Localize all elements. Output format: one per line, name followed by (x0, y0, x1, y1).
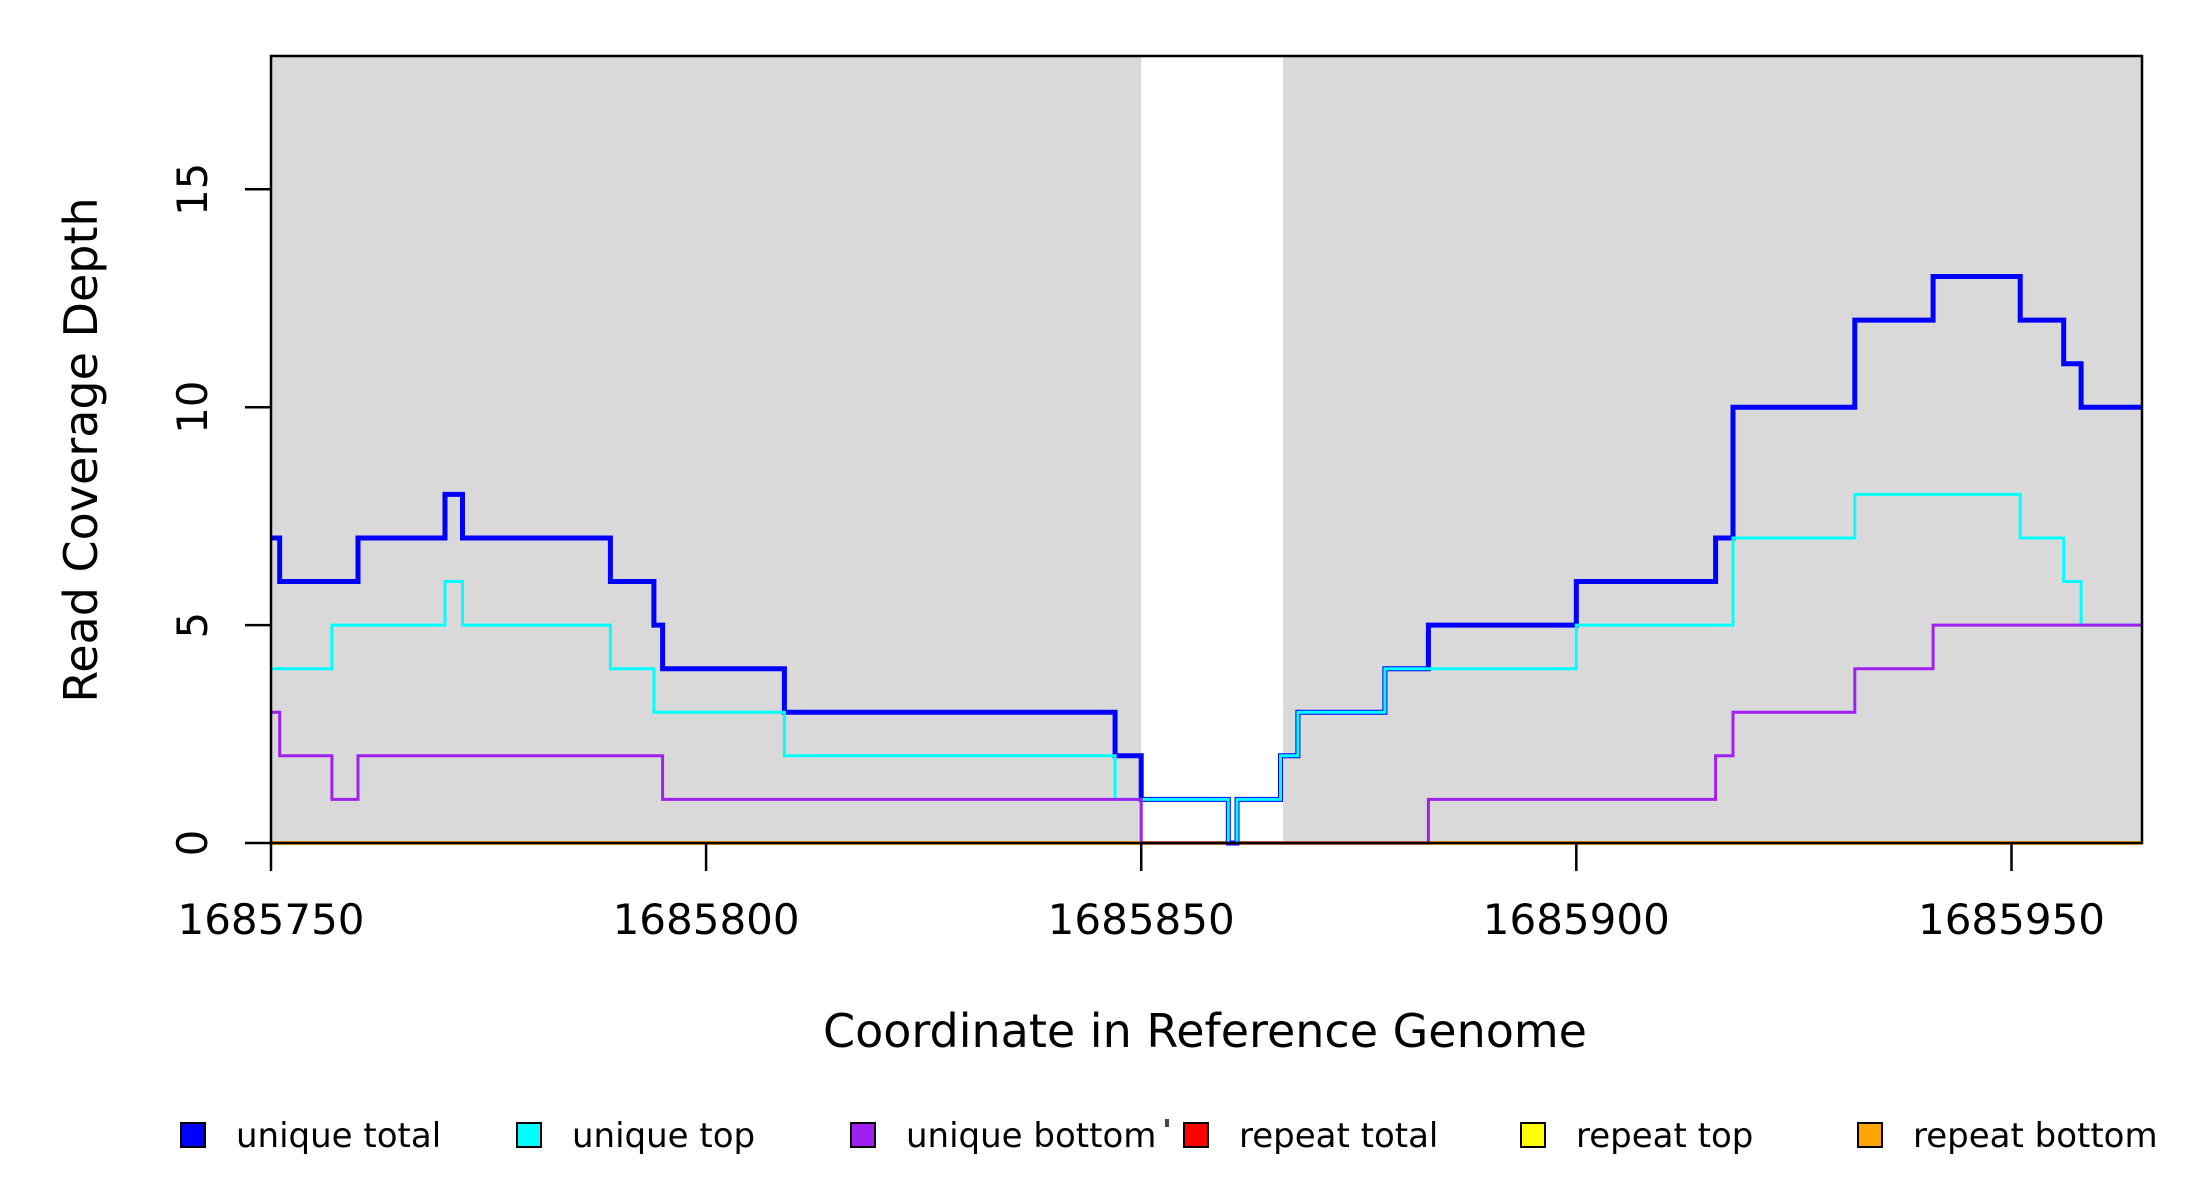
series-line-unique-top (271, 492, 2142, 845)
legend-swatch-repeat-bottom (1857, 1122, 1883, 1148)
legend-item-unique-bottom: unique bottom (850, 1116, 1156, 1156)
legend-label: repeat top (1576, 1116, 1753, 1156)
legend-item-unique-top: unique top (516, 1116, 755, 1156)
legend-label: unique bottom (906, 1116, 1156, 1156)
legend-swatch-repeat-total (1183, 1122, 1209, 1148)
legend-swatch-unique-total (180, 1122, 206, 1148)
y-axis: 0 5 10 15 (168, 163, 271, 857)
y-tick-label: 0 (168, 830, 217, 857)
legend-item-repeat-total: repeat total (1183, 1116, 1438, 1156)
x-tick-label: 1685850 (1048, 895, 1235, 944)
panel-shading-region-1 (271, 56, 1142, 843)
x-axis: 1685750 1685800 1685850 1685900 1685950 (177, 843, 2105, 944)
panel-shading-region-2 (1283, 56, 2142, 843)
legend-item-unique-total: unique total (180, 1116, 441, 1156)
x-axis-title: Coordinate in Reference Genome (823, 1004, 1587, 1058)
legend-label: unique top (572, 1116, 755, 1156)
legend-item-repeat-top: repeat top (1520, 1116, 1753, 1156)
legend-swatch-repeat-top (1520, 1122, 1546, 1148)
x-tick-label: 1685900 (1483, 895, 1670, 944)
legend-label: repeat bottom (1913, 1116, 2158, 1156)
y-axis-title: Read Coverage Depth (54, 197, 108, 702)
stray-point-marker (1165, 1119, 1169, 1127)
legend: unique total unique top unique bottom repea… (180, 1116, 2158, 1156)
legend-swatch-unique-top (516, 1122, 542, 1148)
y-tick-label: 5 (168, 612, 217, 639)
y-tick-label: 10 (168, 380, 217, 433)
y-tick-label: 15 (168, 163, 217, 216)
legend-label: repeat total (1239, 1116, 1438, 1156)
x-tick-label: 1685750 (177, 895, 364, 944)
legend-label: unique total (236, 1116, 441, 1156)
legend-swatch-unique-bottom (850, 1122, 876, 1148)
plot-box (269, 54, 2144, 845)
legend-item-repeat-bottom: repeat bottom (1857, 1116, 2158, 1156)
x-tick-label: 1685950 (1918, 895, 2105, 944)
x-tick-label: 1685800 (613, 895, 800, 944)
